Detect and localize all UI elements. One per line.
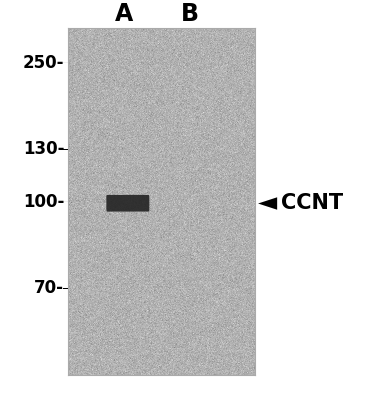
Text: B: B xyxy=(180,2,199,26)
Text: 100-: 100- xyxy=(23,192,64,210)
Text: ◄: ◄ xyxy=(258,191,277,215)
Text: A: A xyxy=(115,2,133,26)
Text: 130-: 130- xyxy=(23,140,64,158)
FancyBboxPatch shape xyxy=(106,195,149,212)
Text: 70-: 70- xyxy=(34,279,64,297)
Text: 250-: 250- xyxy=(23,54,64,72)
Text: CCNT: CCNT xyxy=(281,193,343,213)
